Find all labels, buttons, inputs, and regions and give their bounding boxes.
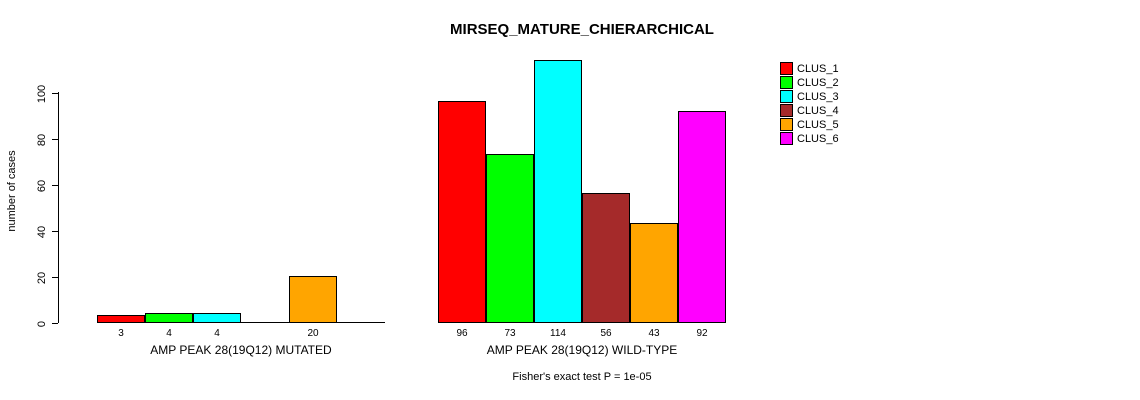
bar-value-label: 4 [166, 328, 172, 339]
y-axis-tick-label: 0 [36, 320, 48, 327]
bar [630, 223, 678, 323]
y-axis-tick [52, 323, 58, 324]
bar [97, 315, 145, 323]
bar-value-label: 96 [456, 328, 468, 339]
bar-value-label: 20 [307, 328, 319, 339]
y-axis-tick [52, 139, 58, 140]
legend-item: CLUS_3 [780, 90, 839, 103]
bar-group: 3 4 4 20 AMP PEAK 28(19Q12) MUTATED [97, 0, 385, 357]
x-axis-baseline [97, 322, 385, 323]
legend-swatch [780, 118, 793, 131]
bar-value-label: 73 [504, 328, 516, 339]
legend-item: CLUS_6 [780, 132, 839, 145]
legend-item: CLUS_2 [780, 76, 839, 89]
footnote: Fisher's exact test P = 1e-05 [512, 371, 652, 383]
legend-label: CLUS_2 [797, 76, 839, 89]
group-label: AMP PEAK 28(19Q12) MUTATED [150, 343, 332, 357]
bar [678, 111, 726, 323]
legend-swatch [780, 62, 793, 75]
y-axis-tick-label: 100 [36, 84, 48, 103]
y-axis-line [58, 92, 59, 323]
legend-label: CLUS_4 [797, 104, 839, 117]
bar [582, 193, 630, 323]
y-axis-tick-label: 40 [36, 225, 48, 238]
y-axis-tick [52, 277, 58, 278]
legend-label: CLUS_1 [797, 62, 839, 75]
legend-swatch [780, 132, 793, 145]
bar [193, 313, 241, 323]
legend-item: CLUS_5 [780, 118, 839, 131]
bar-value-label: 114 [550, 328, 566, 339]
y-axis-tick-label: 20 [36, 271, 48, 284]
bar-value-label: 92 [696, 328, 708, 339]
y-axis-tick [52, 93, 58, 94]
bar [289, 276, 337, 323]
legend: CLUS_1 CLUS_2 CLUS_3 CLUS_4 CLUS_5 CLUS_6 [780, 62, 839, 146]
bar [534, 60, 582, 323]
legend-label: CLUS_3 [797, 90, 839, 103]
bar-value-label: 3 [118, 328, 124, 339]
legend-label: CLUS_6 [797, 132, 839, 145]
legend-item: CLUS_1 [780, 62, 839, 75]
legend-swatch [780, 76, 793, 89]
legend-swatch [780, 104, 793, 117]
bar-group: 96 73 114 56 43 92 AMP PEAK 28(19Q12) WILD-TYP… [438, 0, 726, 357]
group-label: AMP PEAK 28(19Q12) WILD-TYPE [486, 343, 678, 357]
bar-value-label: 43 [648, 328, 660, 339]
legend-swatch [780, 90, 793, 103]
bar [486, 154, 534, 323]
bar-value-label: 4 [214, 328, 220, 339]
legend-item: CLUS_4 [780, 104, 839, 117]
bar [145, 313, 193, 323]
y-axis-title: number of cases [6, 150, 18, 232]
chart-title: MIRSEQ_MATURE_CHIERARCHICAL [450, 21, 714, 38]
y-axis-tick-label: 60 [36, 179, 48, 192]
y-axis-tick-label: 80 [36, 133, 48, 146]
y-axis-tick [52, 185, 58, 186]
y-axis-tick [52, 231, 58, 232]
legend-label: CLUS_5 [797, 118, 839, 131]
bar [438, 101, 486, 323]
bar-value-label: 56 [600, 328, 612, 339]
